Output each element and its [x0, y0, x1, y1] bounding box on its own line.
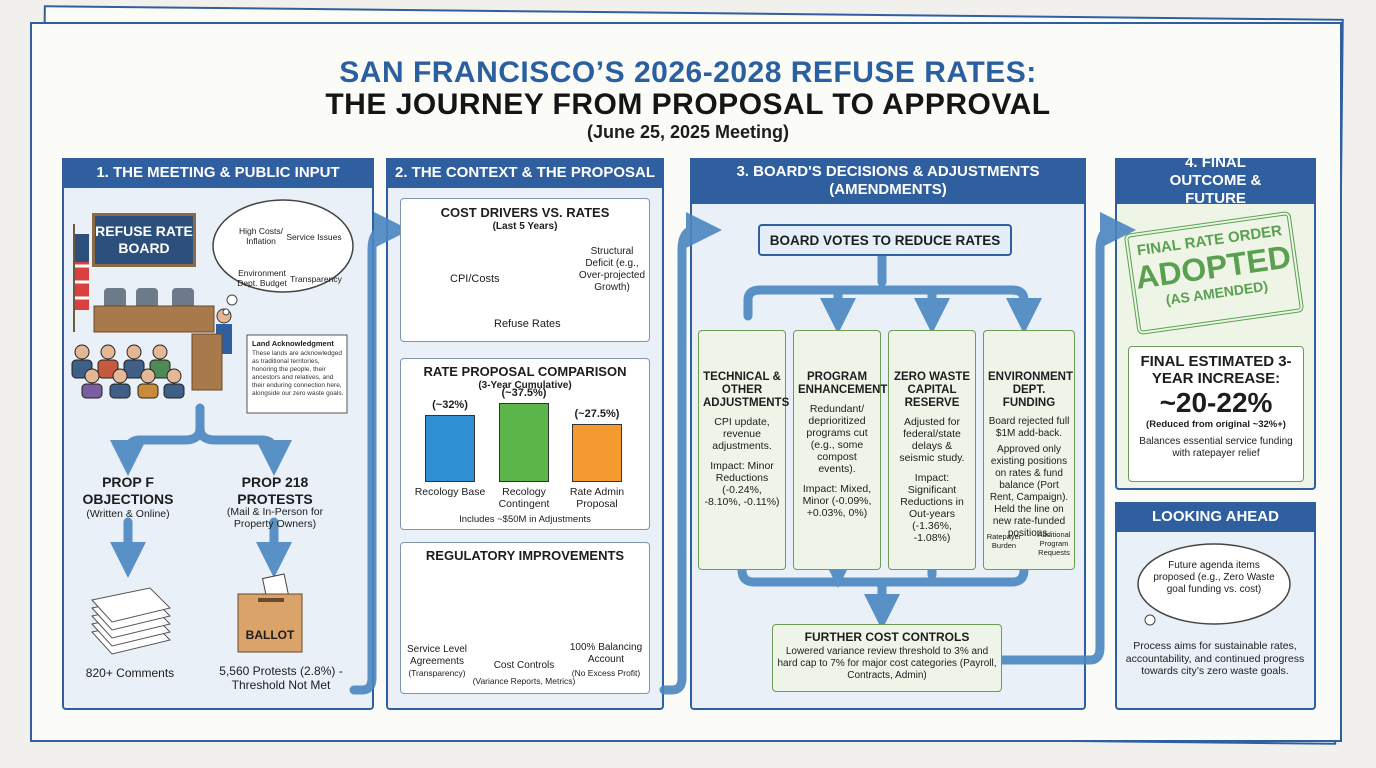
column-impact: Impact: Significant Reductions in Out-ye… — [900, 472, 964, 544]
final-box: FINAL ESTIMATED 3-YEAR INCREASE: ~20-22%… — [1128, 346, 1304, 482]
column-impact: Impact: Mixed, Minor (-0.09%, +0.03%, 0%… — [802, 483, 872, 519]
ahead-text: Process aims for sustainable rates, acco… — [1125, 640, 1305, 677]
reg-detail: (Transparency) — [408, 668, 466, 678]
card-title: RATE PROPOSAL COMPARISON — [423, 364, 627, 379]
bar — [499, 403, 549, 482]
panel-title: 3. BOARD'S DECISIONS & ADJUSTMENTS (AMEN… — [690, 158, 1086, 204]
column-title: ENVIRONMENT DEPT. FUNDING — [988, 371, 1073, 409]
bar — [572, 424, 622, 482]
bar-value-label: (~37.5%) — [501, 387, 547, 400]
panel-title: 4. FINAL OUTCOME & FUTURE — [1115, 154, 1316, 207]
rate-label: Refuse Rates — [494, 318, 561, 330]
cost-drivers-card — [400, 198, 650, 342]
reg-item: Service Level Agreements — [406, 644, 468, 667]
column-impact: Impact: Minor Reductions (-0.24%, -8.10%… — [704, 460, 780, 508]
decision-column: PROGRAM ENHANCEMENTS Redundant/ depriori… — [793, 330, 896, 570]
prop-218-title: PROP 218 PROTESTS — [237, 474, 313, 507]
reg-item: Cost Controls — [493, 660, 555, 671]
board-sign: REFUSE RATE BOARD — [92, 213, 196, 267]
prop-f-detail: (Written & Online) — [86, 508, 170, 520]
land-ack-title: Land Acknowledgment — [252, 339, 334, 348]
scale-label: Additional Program Requests — [1037, 530, 1071, 557]
concern: Service Issues — [286, 232, 342, 242]
deficit-label: Structural Deficit (e.g., Over-projected… — [578, 246, 646, 293]
vote-box: BOARD VOTES TO REDUCE RATES — [758, 224, 1012, 256]
panel-title: 2. THE CONTEXT & THE PROPOSAL — [386, 158, 664, 188]
final-value: ~20-22% — [1159, 387, 1273, 418]
concern: Environment Dept. Budget — [237, 268, 287, 288]
final-title: FINAL ESTIMATED 3-YEAR INCREASE: — [1140, 353, 1292, 387]
column-body: Board rejected full $1M add-back. — [988, 416, 1070, 439]
column-title: TECHNICAL & OTHER ADJUSTMENTS — [703, 371, 790, 409]
card-note: Includes ~$50M in Adjustments — [459, 514, 591, 525]
column-title: ZERO WASTE CAPITAL RESERVE — [893, 371, 971, 409]
panel-title: 1. THE MEETING & PUBLIC INPUT — [62, 158, 374, 188]
prop-f-result: 820+ Comments — [85, 666, 175, 680]
prop-218-result: 5,560 Protests (2.8%) - Threshold Not Me… — [219, 664, 343, 692]
title-line2: THE JOURNEY FROM PROPOSAL TO APPROVAL — [325, 88, 1051, 121]
final-text: Balances essential service funding with … — [1139, 436, 1293, 459]
decision-column: ZERO WASTE CAPITAL RESERVE Adjusted for … — [888, 330, 976, 570]
card-subtitle: (Last 5 Years) — [492, 221, 558, 232]
land-ack-text: These lands are acknowledged as traditio… — [252, 350, 344, 397]
subtitle: (June 25, 2025 Meeting) — [586, 122, 790, 142]
card-subtitle: (3-Year Cumulative) — [478, 380, 572, 391]
column-body: CPI update, revenue adjustments. — [712, 416, 772, 452]
concern: High Costs/ Inflation — [239, 226, 283, 246]
reg-detail: (No Excess Profit) — [571, 668, 641, 678]
column-title: PROGRAM ENHANCEMENTS — [798, 371, 896, 396]
bar — [425, 414, 475, 482]
card-title: REGULATORY IMPROVEMENTS — [425, 548, 625, 563]
decision-column: ENVIRONMENT DEPT. FUNDING Board rejected… — [983, 330, 1075, 570]
bar-area: (~32%) Recology Base (~37.5%) Recology Cont… — [400, 387, 650, 512]
cost-label: CPI/Costs — [450, 273, 500, 285]
further-text: Lowered variance review threshold to 3% … — [777, 646, 997, 681]
ballot-label: BALLOT — [245, 628, 295, 642]
column-body: Adjusted for federal/state delays & seis… — [899, 416, 965, 464]
ahead-bubble: Future agenda items proposed (e.g., Zero… — [1153, 560, 1275, 595]
card-title: COST DRIVERS VS. RATES — [440, 205, 610, 220]
column-impact: Approved only existing positions on rate… — [989, 444, 1069, 539]
title-line1: SAN FRANCISCO’S 2026-2028 REFUSE RATES: — [339, 56, 1037, 89]
reg-detail: (Variance Reports, Metrics) — [472, 676, 576, 686]
prop-218-detail: (Mail & In-Person for Property Owners) — [226, 506, 324, 530]
further-box — [772, 624, 1002, 692]
bar-value-label: (~32%) — [432, 398, 468, 411]
bar-category-label: Rate Admin Proposal — [569, 486, 625, 510]
scale-label: Ratepayer Burden — [986, 532, 1022, 550]
bar-category-label: Recology Contingent — [498, 486, 550, 510]
concern: Transparency — [290, 274, 342, 284]
prop-f-title: PROP F OBJECTIONS — [82, 474, 174, 507]
decision-column: TECHNICAL & OTHER ADJUSTMENTS CPI update… — [698, 330, 790, 570]
final-note: (Reduced from original ~32%+) — [1146, 419, 1286, 430]
column-body: Redundant/ deprioritized programs cut (e… — [806, 403, 868, 475]
further-title: FURTHER COST CONTROLS — [804, 630, 970, 644]
panel-title: LOOKING AHEAD — [1115, 502, 1316, 532]
reg-item: 100% Balancing Account — [569, 642, 643, 665]
bar-value-label: (~27.5%) — [574, 408, 620, 421]
bar-category-label: Recology Base — [414, 486, 486, 498]
regulatory-card — [400, 542, 650, 694]
